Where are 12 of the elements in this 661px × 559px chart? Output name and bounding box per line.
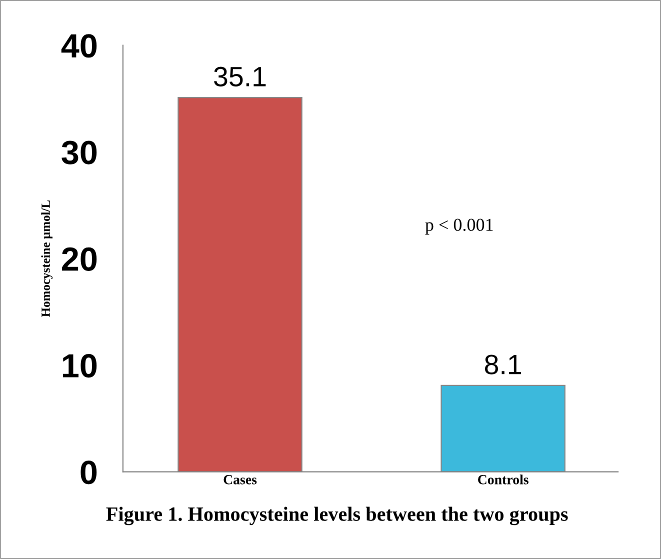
x-tick-label: Cases — [224, 475, 257, 484]
annotation: p < 0.001 — [425, 218, 493, 235]
y-axis-title: Homocysteine µmol/L — [41, 200, 53, 317]
x-tick-label: Controls — [478, 474, 528, 484]
y-tick-label: 0 — [80, 460, 97, 484]
y-tick-label: 40 — [61, 34, 97, 58]
y-tick-label: 20 — [62, 247, 97, 271]
data-label: 8.1 — [484, 354, 522, 374]
data-label: 35.1 — [214, 66, 266, 86]
y-tick-label: 30 — [62, 140, 97, 164]
y-tick-label: 10 — [62, 354, 97, 378]
text: Figure 1. Homocysteine levels between the two groups — [106, 506, 568, 526]
